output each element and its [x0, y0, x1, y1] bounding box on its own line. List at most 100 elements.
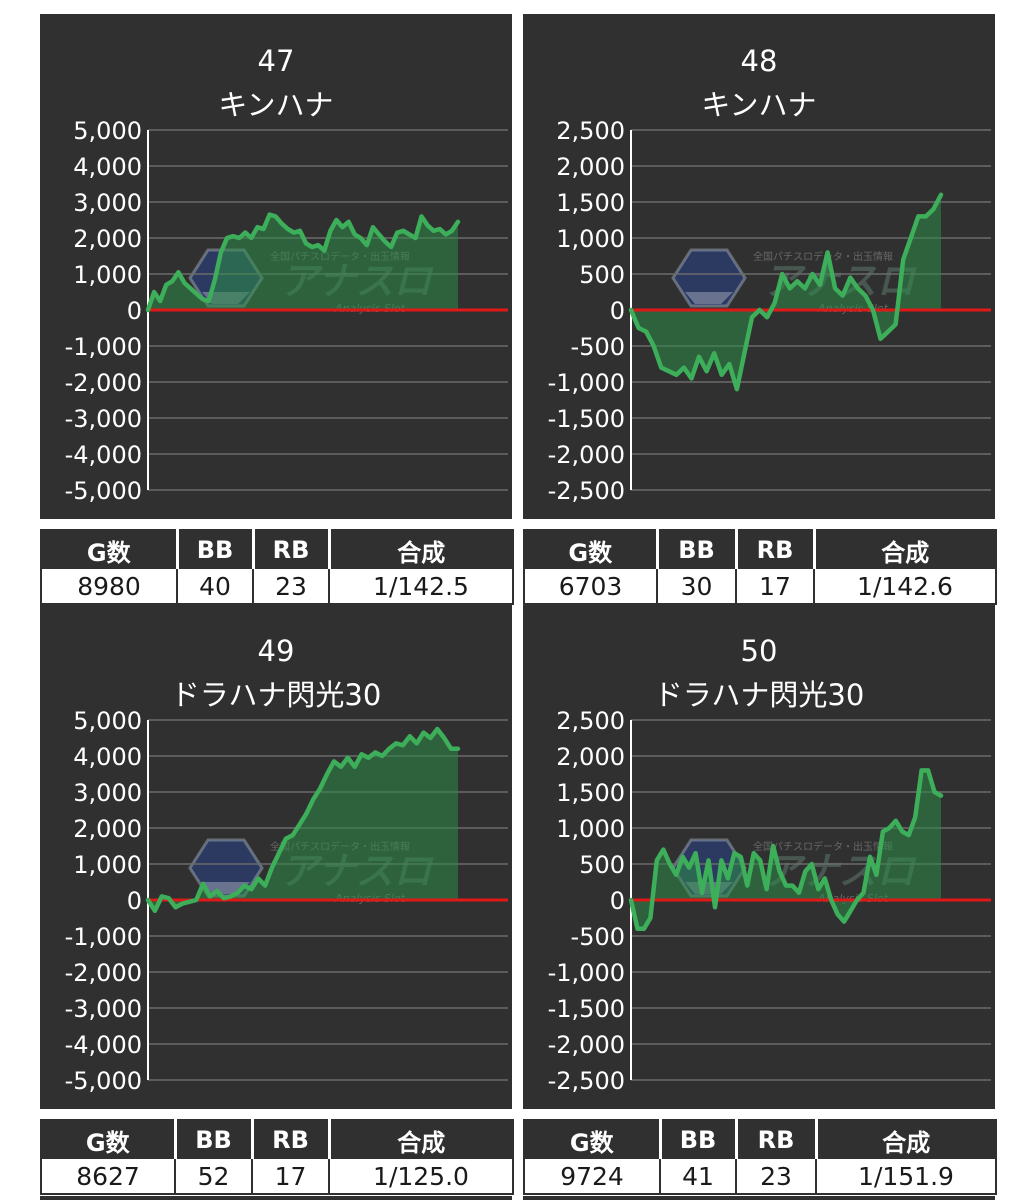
data-point: [249, 887, 253, 891]
data-point: [236, 891, 240, 895]
header-bb: BB: [173, 1120, 252, 1159]
y-tick-label: -1,000: [548, 959, 625, 987]
y-tick-label: 4,000: [73, 153, 142, 181]
data-point: [353, 232, 357, 236]
stats-header-row: G数 BB RB 合成: [524, 1120, 996, 1159]
combined-value: 1/142.6: [813, 569, 996, 604]
header-rb: RB: [734, 530, 814, 569]
data-point: [229, 894, 233, 898]
data-point: [208, 894, 212, 898]
data-point: [341, 225, 344, 229]
data-point: [788, 286, 792, 290]
data-point: [389, 245, 393, 249]
header-combined: 合成: [814, 1120, 996, 1159]
header-rb: RB: [250, 1120, 329, 1159]
data-point: [334, 218, 338, 222]
data-point: [435, 727, 439, 731]
data-point: [810, 862, 814, 866]
data-point: [371, 225, 375, 229]
data-point: [365, 243, 369, 247]
data-point: [170, 279, 174, 283]
data-point: [879, 337, 882, 341]
data-point: [219, 250, 223, 254]
data-point: [719, 858, 723, 862]
data-point: [377, 232, 381, 236]
stats-value-row: 8980 40 23 1/142.5: [41, 569, 513, 604]
data-point: [237, 236, 241, 240]
header-combined: 合成: [327, 530, 513, 569]
data-point: [644, 330, 648, 334]
data-point: [262, 227, 265, 231]
combined-value: 1/142.5: [328, 569, 513, 604]
data-point: [803, 286, 807, 290]
y-tick-label: -2,500: [548, 1067, 625, 1095]
series-line: [145, 212, 461, 313]
data-point: [900, 830, 904, 834]
stats-value-row: 9724 41 23 1/151.9: [524, 1159, 996, 1194]
y-tick-label: 0: [610, 887, 625, 915]
y-tick-label: -1,000: [65, 333, 142, 361]
y-tick-label: 0: [610, 297, 625, 325]
header-games: G数: [524, 1120, 660, 1159]
data-point: [739, 855, 743, 859]
data-point: [422, 731, 426, 735]
data-point: [659, 366, 663, 370]
data-point: [152, 290, 156, 294]
header-rb: RB: [251, 530, 329, 569]
y-tick-label: 1,000: [556, 815, 625, 843]
watermark-top-text: 全国パチスロデータ・出玉情報: [753, 250, 893, 263]
data-point: [408, 734, 412, 738]
watermark-logo-accent: [685, 292, 733, 304]
y-tick-label: -1,500: [548, 995, 625, 1023]
data-point: [765, 887, 769, 891]
bb-value: 30: [656, 569, 736, 604]
games-value: 9724: [524, 1159, 660, 1194]
slot-number: 50: [740, 634, 778, 668]
data-point: [637, 326, 641, 330]
data-point: [432, 229, 436, 233]
data-point: [280, 222, 284, 226]
data-point: [360, 752, 364, 756]
header-bb: BB: [658, 1120, 736, 1159]
y-tick-label: -5,000: [65, 1067, 142, 1095]
next-panel-edge: [40, 1196, 512, 1200]
data-point: [428, 736, 432, 740]
data-point: [366, 756, 370, 760]
data-point: [420, 214, 423, 218]
data-point: [707, 858, 710, 862]
data-point: [778, 869, 781, 873]
header-combined: 合成: [327, 1120, 513, 1159]
data-point: [274, 214, 278, 218]
y-tick-label: 3,000: [73, 779, 142, 807]
data-point: [726, 876, 730, 880]
data-point: [176, 270, 180, 274]
stats-header-row: G数 BB RB 合成: [41, 530, 513, 569]
y-tick-label: 2,000: [73, 815, 142, 843]
y-tick-label: 1,500: [556, 779, 625, 807]
data-point: [394, 741, 398, 745]
data-point: [268, 213, 272, 217]
data-point: [674, 873, 678, 877]
bb-value: 41: [659, 1159, 736, 1194]
data-point: [387, 747, 391, 751]
data-point: [395, 231, 399, 235]
data-point: [735, 387, 739, 391]
header-combined: 合成: [812, 530, 996, 569]
data-point: [450, 229, 454, 233]
slot-number: 47: [257, 44, 295, 78]
data-point: [797, 891, 801, 895]
data-point: [401, 743, 405, 747]
data-point: [243, 231, 247, 235]
y-tick-label: -2,000: [65, 959, 142, 987]
data-point: [146, 898, 150, 902]
data-point: [346, 756, 350, 760]
data-point: [444, 232, 448, 236]
next-panel-edge: [523, 1196, 995, 1200]
data-point: [201, 297, 205, 301]
y-tick-label: 500: [579, 261, 625, 289]
data-point: [322, 249, 326, 253]
data-point: [255, 225, 259, 229]
y-tick-label: 5,000: [73, 707, 142, 735]
